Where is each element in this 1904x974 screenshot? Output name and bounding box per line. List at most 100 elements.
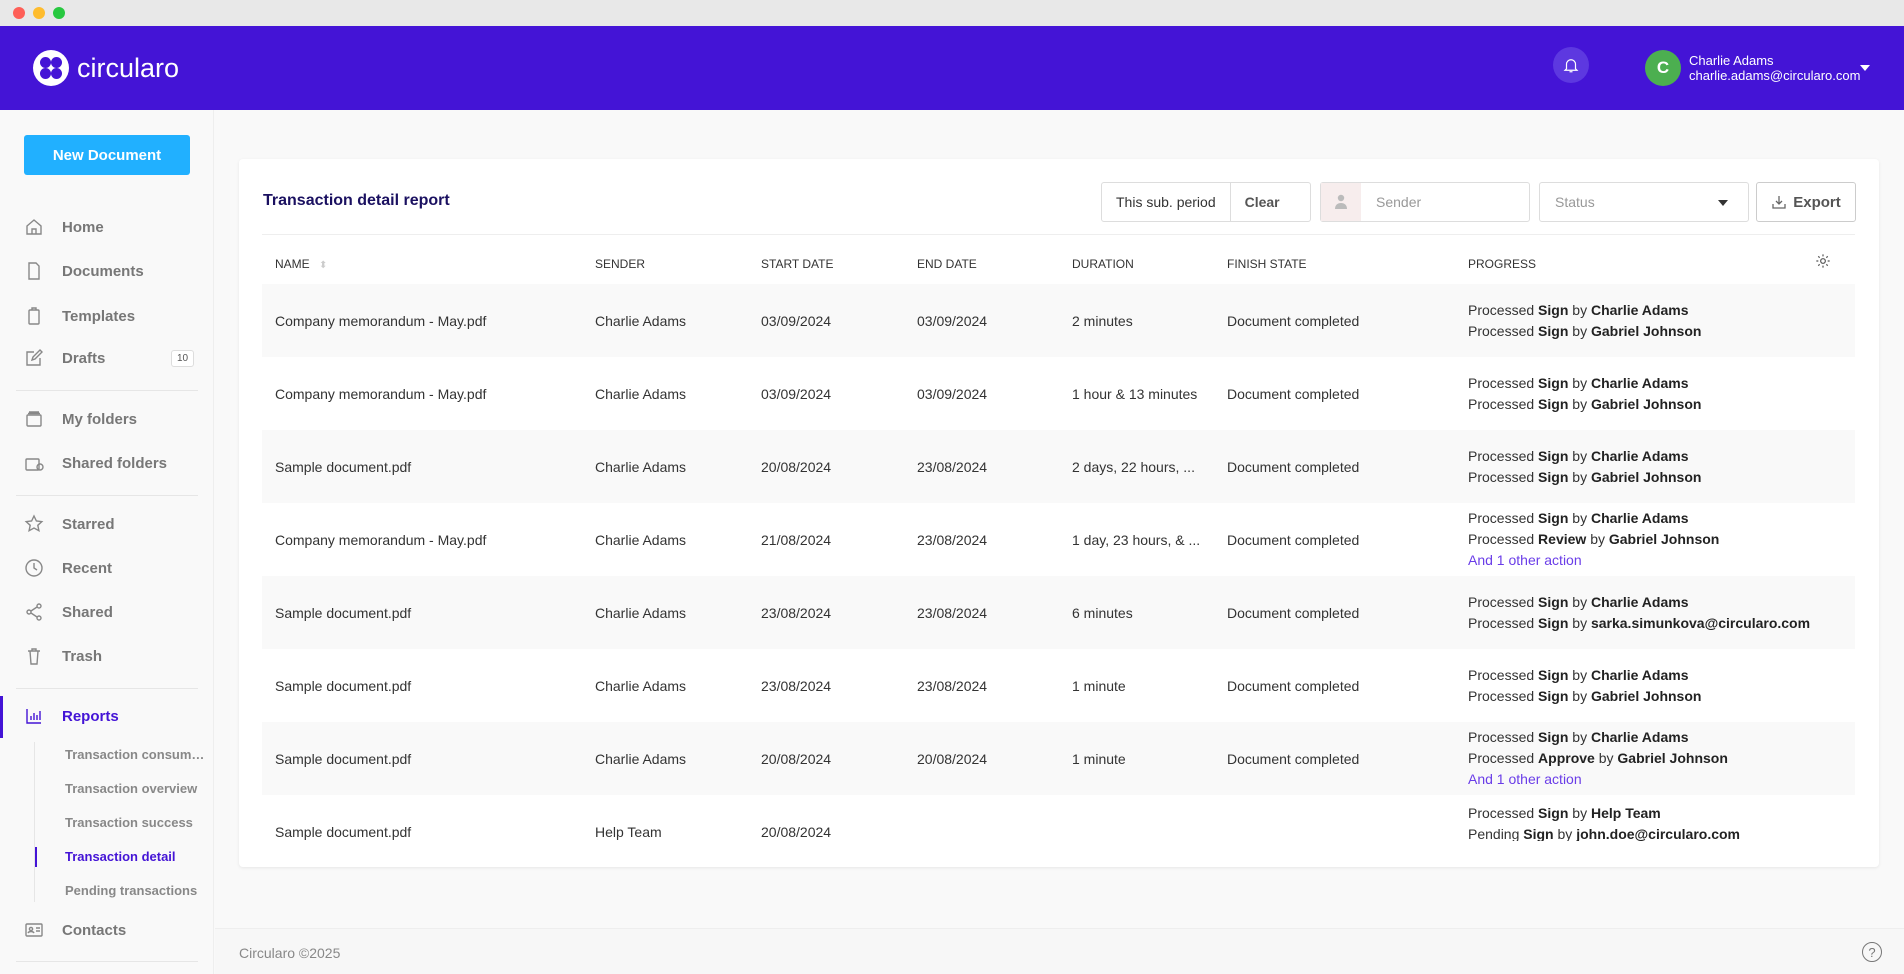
close-window-button[interactable] xyxy=(13,7,25,19)
table-row[interactable]: Sample document.pdf Help Team 20/08/2024 Pr… xyxy=(262,795,1855,841)
cell-start: 03/09/2024 xyxy=(761,312,832,329)
sidebar-item-starred[interactable]: Starred xyxy=(24,512,115,536)
column-start-date: START DATE xyxy=(761,257,834,271)
cell-progress: Processed Sign by Charlie Adams Processed… xyxy=(1468,649,1701,722)
page-title: Transaction detail report xyxy=(263,192,450,209)
progress-line: Processed Sign by Gabriel Johnson xyxy=(1468,687,1702,704)
sidebar-subitem-transaction-success[interactable]: Transaction success xyxy=(65,815,193,830)
divider xyxy=(262,234,1855,235)
progress-line: Processed Sign by Charlie Adams xyxy=(1468,666,1689,683)
drafts-count-badge: 10 xyxy=(171,350,195,367)
user-icon xyxy=(1321,183,1361,221)
table-body: Company memorandum - May.pdf Charlie Adam… xyxy=(262,284,1855,841)
table-row[interactable]: Sample document.pdf Charlie Adams 23/08/20… xyxy=(262,649,1855,722)
table-row[interactable]: Sample document.pdf Charlie Adams 20/08/20… xyxy=(262,430,1855,503)
cell-state: Document completed xyxy=(1227,385,1360,402)
cell-duration: 1 minute xyxy=(1072,677,1126,694)
cell-duration: 1 minute xyxy=(1072,750,1126,767)
sidebar-item-shared-folders[interactable]: Shared folders xyxy=(24,451,167,475)
sidebar-item-contacts[interactable]: Contacts xyxy=(24,918,126,942)
sidebar-item-recent[interactable]: Recent xyxy=(24,556,112,580)
table-row[interactable]: Sample document.pdf Charlie Adams 20/08/20… xyxy=(262,722,1855,795)
footer: Circularo ©2025 ? xyxy=(215,928,1904,974)
other-actions-link[interactable]: And 1 other action xyxy=(1468,552,1582,568)
period-filter[interactable]: This sub. period Clear xyxy=(1101,182,1311,222)
column-duration: DURATION xyxy=(1072,257,1134,271)
cell-progress: Processed Sign by Help Team Pending Sign … xyxy=(1468,795,1740,841)
table-row[interactable]: Company memorandum - May.pdf Charlie Adam… xyxy=(262,357,1855,430)
sidebar-item-trash[interactable]: Trash xyxy=(24,644,102,668)
sidebar-item-shared[interactable]: Shared xyxy=(24,600,113,624)
cell-duration: 2 minutes xyxy=(1072,312,1133,329)
progress-line: Processed Sign by Charlie Adams xyxy=(1468,510,1689,526)
sidebar-item-templates[interactable]: Templates xyxy=(24,304,135,328)
sidebar-item-documents[interactable]: Documents xyxy=(24,259,144,283)
cell-progress: Processed Sign by Charlie Adams Processed… xyxy=(1468,503,1719,576)
notifications-button[interactable] xyxy=(1553,47,1589,83)
cell-name[interactable]: Sample document.pdf xyxy=(275,823,412,840)
gear-icon xyxy=(1816,254,1830,268)
cell-duration: 6 minutes xyxy=(1072,604,1133,621)
sidebar-item-home[interactable]: Home xyxy=(24,215,104,239)
logo-icon xyxy=(33,50,69,86)
cell-progress: Processed Sign by Charlie Adams Processed… xyxy=(1468,430,1701,503)
column-name[interactable]: NAME ⬍ xyxy=(275,257,328,271)
cell-name[interactable]: Company memorandum - May.pdf xyxy=(275,531,487,548)
cell-duration: 2 days, 22 hours, ... xyxy=(1072,458,1195,475)
sidebar-item-my-folders[interactable]: My folders xyxy=(24,407,137,431)
sender-input[interactable]: Sender xyxy=(1320,182,1530,222)
user-menu[interactable]: Charlie Adams charlie.adams@circularo.co… xyxy=(1689,53,1860,83)
progress-line: Processed Sign by sarka.simunkova@circul… xyxy=(1468,614,1811,631)
cell-name[interactable]: Sample document.pdf xyxy=(275,458,412,475)
active-indicator xyxy=(0,696,3,738)
cell-sender: Charlie Adams xyxy=(595,458,687,475)
cell-name[interactable]: Sample document.pdf xyxy=(275,677,412,694)
progress-line: Processed Sign by Gabriel Johnson xyxy=(1468,395,1702,412)
cell-name[interactable]: Sample document.pdf xyxy=(275,750,412,767)
column-finish-state: FINISH STATE xyxy=(1227,257,1307,271)
cell-sender: Help Team xyxy=(595,823,662,840)
sidebar: New Document Home Documents Templates Dr… xyxy=(0,110,214,974)
avatar[interactable]: C xyxy=(1645,50,1681,86)
star-icon xyxy=(24,514,44,533)
column-end-date: END DATE xyxy=(917,257,977,271)
cell-start: 03/09/2024 xyxy=(761,385,832,402)
cell-start: 20/08/2024 xyxy=(761,823,832,840)
chevron-down-icon[interactable] xyxy=(1860,65,1870,76)
cell-sender: Charlie Adams xyxy=(595,677,687,694)
help-icon[interactable]: ? xyxy=(1862,942,1882,962)
progress-line: Processed Sign by Charlie Adams xyxy=(1468,593,1689,610)
maximize-window-button[interactable] xyxy=(53,7,65,19)
download-icon xyxy=(1772,196,1786,209)
sidebar-divider xyxy=(16,688,198,689)
table-row[interactable]: Sample document.pdf Charlie Adams 23/08/20… xyxy=(262,576,1855,649)
table-row[interactable]: Company memorandum - May.pdf Charlie Adam… xyxy=(262,503,1855,576)
cell-duration: 1 day, 23 hours, & ... xyxy=(1072,531,1201,548)
sidebar-item-drafts[interactable]: Drafts xyxy=(24,346,105,370)
cell-end: 03/09/2024 xyxy=(917,385,988,402)
cell-progress: Processed Sign by Charlie Adams Processed… xyxy=(1468,357,1701,430)
cell-name[interactable]: Company memorandum - May.pdf xyxy=(275,312,487,329)
sidebar-subitem-transaction-detail[interactable]: Transaction detail xyxy=(65,849,176,864)
minimize-window-button[interactable] xyxy=(33,7,45,19)
sidebar-item-reports[interactable]: Reports xyxy=(24,704,119,728)
column-settings-button[interactable] xyxy=(1815,253,1831,272)
cell-state: Document completed xyxy=(1227,458,1360,475)
sort-icon[interactable]: ⬍ xyxy=(319,260,328,271)
sidebar-subitem-transaction-overview[interactable]: Transaction overview xyxy=(65,781,198,796)
clear-button[interactable]: Clear xyxy=(1229,183,1294,221)
status-select[interactable]: Status xyxy=(1539,182,1749,222)
cell-end: 23/08/2024 xyxy=(917,677,988,694)
logo[interactable]: circularo xyxy=(33,50,179,86)
cell-name[interactable]: Company memorandum - May.pdf xyxy=(275,385,487,402)
other-actions-link[interactable]: And 1 other action xyxy=(1468,771,1582,787)
sidebar-subitem-transaction-consumption[interactable]: Transaction consumpt... xyxy=(65,747,205,762)
new-document-button[interactable]: New Document xyxy=(24,135,190,175)
cell-end: 23/08/2024 xyxy=(917,458,988,475)
table-row[interactable]: Company memorandum - May.pdf Charlie Adam… xyxy=(262,284,1855,357)
cell-name[interactable]: Sample document.pdf xyxy=(275,604,412,621)
period-value[interactable]: This sub. period xyxy=(1116,194,1216,210)
template-icon xyxy=(28,307,40,325)
export-button[interactable]: Export xyxy=(1756,182,1856,222)
sidebar-subitem-pending-transactions[interactable]: Pending transactions xyxy=(65,883,198,898)
